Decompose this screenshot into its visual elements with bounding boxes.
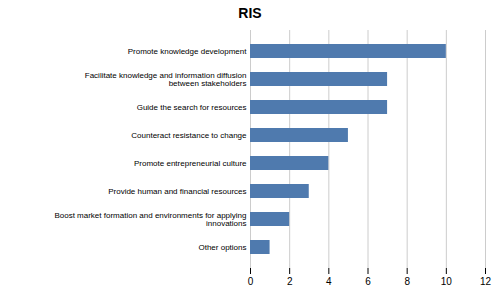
svg-text:8: 8 xyxy=(404,276,410,287)
svg-text:12: 12 xyxy=(480,276,492,287)
svg-text:Counteract resistance to chang: Counteract resistance to change xyxy=(131,131,247,140)
svg-text:4: 4 xyxy=(326,276,332,287)
svg-text:6: 6 xyxy=(365,276,371,287)
svg-text:Other options: Other options xyxy=(198,243,246,252)
svg-text:Promote knowledge development: Promote knowledge development xyxy=(128,47,248,56)
svg-text:0: 0 xyxy=(248,276,254,287)
svg-text:Promote entrepreneurial cultur: Promote entrepreneurial culture xyxy=(134,159,247,168)
svg-text:Facilitate knowledge and infor: Facilitate knowledge and information dif… xyxy=(85,71,247,88)
svg-text:Provide human and financial re: Provide human and financial resources xyxy=(108,187,246,196)
svg-text:Guide the search for resources: Guide the search for resources xyxy=(137,103,247,112)
svg-text:2: 2 xyxy=(287,276,293,287)
html-text:RIS: RIS xyxy=(238,5,262,21)
svg-text:10: 10 xyxy=(441,276,453,287)
svg-text:Boost market formation and env: Boost market formation and environments … xyxy=(54,211,246,228)
